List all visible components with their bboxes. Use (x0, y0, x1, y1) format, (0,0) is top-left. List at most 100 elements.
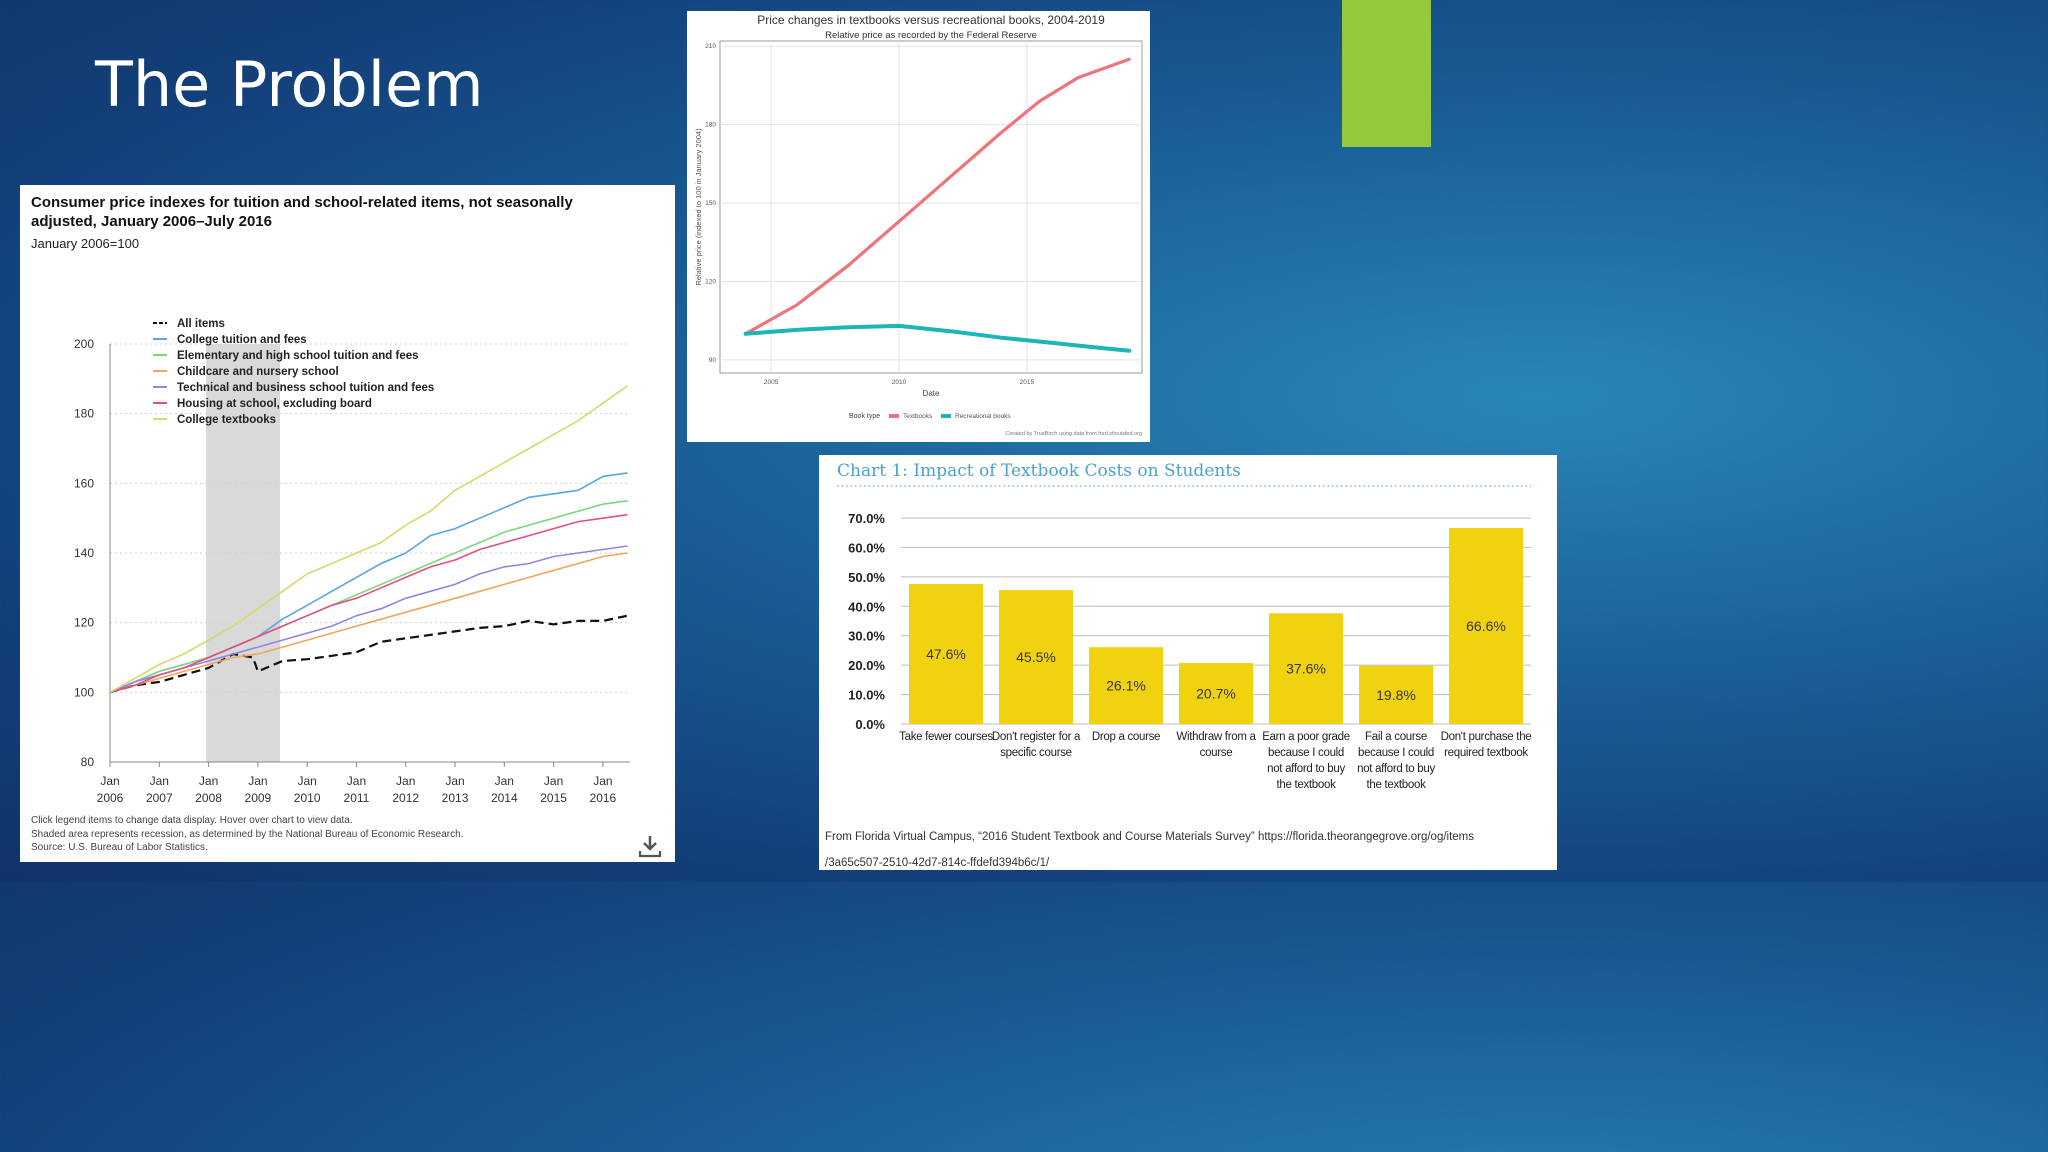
impact-chart-panel: Chart 1: Impact of Textbook Costs on Stu… (819, 455, 1557, 870)
x-tick-label: Jan (544, 774, 563, 788)
x-tick-label: Jan (297, 774, 316, 788)
x-tick-label: Jan (199, 774, 218, 788)
category-label: course (1200, 747, 1233, 759)
y-tick-label: 70.0% (848, 511, 885, 526)
series-line (109, 385, 628, 693)
price-chart-svg: Price changes in textbooks versus recrea… (694, 13, 1143, 437)
x-tick-label: 2015 (1020, 379, 1035, 386)
bar-value-label: 45.5% (1016, 649, 1056, 665)
x-tick-label: 2010 (294, 791, 321, 805)
bar (1179, 663, 1253, 724)
x-tick-label: 2006 (97, 791, 124, 805)
series-line (109, 614, 628, 694)
series-line (109, 472, 628, 694)
category-label: because I could (1358, 747, 1434, 759)
category-label: because I could (1268, 747, 1344, 759)
x-tick-label: 2014 (491, 791, 518, 805)
price-chart-panel: Price changes in textbooks versus recrea… (687, 11, 1150, 442)
legend-swatch (941, 414, 951, 418)
y-tick-label: 30.0% (848, 629, 885, 644)
series-line (744, 57, 1131, 336)
series-line (743, 323, 1132, 353)
plot-frame (719, 40, 1143, 374)
legend-swatch (889, 414, 899, 418)
x-tick-label: Jan (248, 774, 267, 788)
y-tick-label: 80 (81, 755, 95, 769)
legend-label: All items (177, 318, 225, 330)
category-label: Don't register for a (992, 731, 1081, 743)
chart-credit: Created by TrueBirch using data from fre… (1005, 431, 1142, 437)
impact-chart-source: From Florida Virtual Campus, “2016 Stude… (825, 824, 1474, 876)
x-tick-label: Jan (396, 774, 415, 788)
impact-chart-title: Chart 1: Impact of Textbook Costs on Stu… (837, 461, 1241, 481)
legend-label: Recreational books (955, 413, 1011, 420)
category-label: not afford to buy (1357, 763, 1435, 775)
category-label: Withdraw from a (1176, 731, 1256, 743)
bar (1089, 647, 1163, 724)
legend-label: Childcare and nursery school (177, 366, 339, 378)
legend-label: Elementary and high school tuition and f… (177, 350, 419, 362)
x-tick-label: Jan (495, 774, 514, 788)
series-line (109, 545, 628, 694)
legend-title: Book type (849, 413, 880, 420)
y-tick-label: 150 (705, 200, 716, 207)
y-tick-label: 20.0% (848, 658, 885, 673)
category-label: the textbook (1276, 779, 1336, 791)
x-tick-label: 2012 (392, 791, 419, 805)
cpi-chart-subtitle: January 2006=100 (31, 236, 140, 251)
bar-value-label: 19.8% (1376, 687, 1416, 703)
x-tick-label: 2005 (764, 379, 779, 386)
x-tick-label: Jan (445, 774, 464, 788)
legend-label: College tuition and fees (177, 334, 307, 346)
series-line (109, 500, 628, 694)
x-tick-label: 2007 (146, 791, 173, 805)
accent-block (1342, 0, 1431, 147)
bar-value-label: 37.6% (1286, 661, 1326, 677)
x-tick-label: 2009 (245, 791, 272, 805)
category-label: Take fewer courses (899, 731, 993, 743)
legend-label: Textbooks (903, 413, 933, 420)
y-tick-label: 40.0% (848, 599, 885, 614)
x-tick-label: Jan (150, 774, 169, 788)
slide-title: The Problem (95, 48, 484, 121)
x-tick-label: 2016 (590, 791, 617, 805)
bar (1449, 528, 1523, 724)
recession-shade (206, 344, 281, 762)
category-label: Fail a course (1365, 731, 1427, 743)
x-tick-label: 2013 (442, 791, 469, 805)
series-line (109, 552, 628, 694)
legend-label: College textbooks (177, 414, 276, 426)
legend-label: Housing at school, excluding board (177, 398, 372, 410)
series-line (109, 513, 628, 694)
bar-value-label: 20.7% (1196, 686, 1236, 702)
y-tick-label: 120 (705, 279, 716, 286)
bar (999, 590, 1073, 724)
y-tick-label: 90 (709, 357, 717, 364)
x-tick-label: Jan (593, 774, 612, 788)
category-label: Earn a poor grade (1262, 731, 1350, 743)
x-tick-label: 2015 (540, 791, 567, 805)
y-tick-label: 210 (705, 43, 716, 50)
x-axis-label: Date (923, 389, 940, 398)
bar-value-label: 66.6% (1466, 618, 1506, 634)
cpi-note-line: Click legend items to change data displa… (31, 815, 353, 826)
category-label: the textbook (1366, 779, 1426, 791)
download-icon[interactable] (637, 833, 663, 859)
x-tick-label: 2011 (344, 791, 370, 805)
y-tick-label: 50.0% (848, 570, 885, 585)
x-tick-label: 2008 (195, 791, 222, 805)
x-tick-label: Jan (347, 774, 366, 788)
category-label: not afford to buy (1267, 763, 1345, 775)
impact-chart-svg: 0.0% 10.0% 20.0% 30.0% 40.0% 50.0% 60.0% 70.0% 4… (837, 485, 1532, 791)
y-tick-label: 160 (74, 476, 94, 490)
legend-label: Technical and business school tuition an… (177, 382, 434, 394)
category-label: specific course (1000, 747, 1072, 759)
category-label: Don't purchase the (1441, 731, 1532, 743)
x-tick-label: 2010 (892, 379, 907, 386)
y-tick-label: 10.0% (848, 688, 885, 703)
bar-value-label: 26.1% (1106, 678, 1146, 694)
y-tick-label: 60.0% (848, 540, 885, 555)
cpi-chart-svg: 80 100 120 140 160 180 200 Jan 2006 Jan 2007 Jan 200… (74, 318, 630, 805)
y-tick-label: 140 (74, 546, 94, 560)
price-chart-subtitle: Relative price as recorded by the Federa… (825, 30, 1037, 41)
